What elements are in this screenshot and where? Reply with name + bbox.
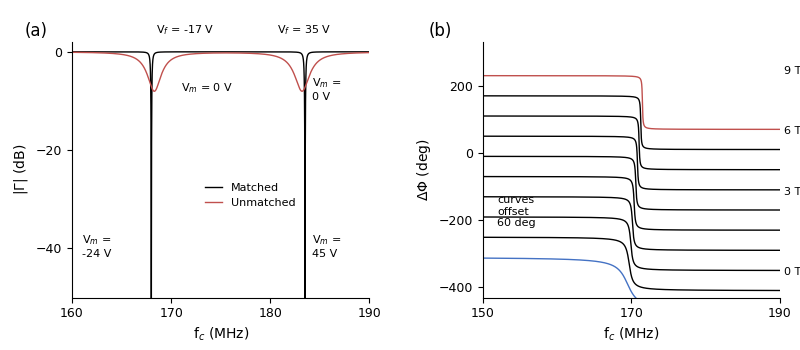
Text: V$_f$ = -17 V: V$_f$ = -17 V <box>156 23 214 37</box>
Matched <box>248 50 258 54</box>
X-axis label: f$_c$ (MHz): f$_c$ (MHz) <box>603 326 659 343</box>
Matched <box>111 50 121 54</box>
Matched <box>67 50 77 54</box>
Text: V$_m$ = 0 V: V$_m$ = 0 V <box>181 81 234 95</box>
Unmatched <box>224 51 234 55</box>
Matched <box>365 50 374 54</box>
Matched <box>219 50 229 54</box>
Line: Matched: Matched <box>72 52 370 344</box>
Matched <box>83 50 93 54</box>
Text: (b): (b) <box>429 22 452 40</box>
Unmatched <box>111 52 121 56</box>
Unmatched <box>365 50 374 55</box>
Unmatched <box>248 51 258 56</box>
Text: curves
offset
60 deg: curves offset 60 deg <box>498 195 536 228</box>
Matched <box>224 50 234 54</box>
Text: 0 T: 0 T <box>784 267 800 277</box>
Unmatched <box>150 89 159 93</box>
Legend: Matched, Unmatched: Matched, Unmatched <box>201 178 300 212</box>
Text: 3 T: 3 T <box>784 187 800 197</box>
Text: (a): (a) <box>25 22 47 40</box>
Text: V$_f$ = 35 V: V$_f$ = 35 V <box>277 23 331 37</box>
Text: 9 T: 9 T <box>784 65 800 76</box>
Text: 6 T: 6 T <box>784 126 800 136</box>
Matched <box>300 342 310 346</box>
Text: V$_m$ =
0 V: V$_m$ = 0 V <box>312 76 342 102</box>
Text: V$_m$ =
45 V: V$_m$ = 45 V <box>312 233 342 259</box>
Line: Unmatched: Unmatched <box>72 52 370 91</box>
Unmatched <box>83 50 93 55</box>
Unmatched <box>219 51 229 55</box>
Y-axis label: $\Delta\Phi$ (deg): $\Delta\Phi$ (deg) <box>415 139 433 201</box>
Matched <box>144 53 154 57</box>
Y-axis label: |$\Gamma$| (dB): |$\Gamma$| (dB) <box>12 144 30 195</box>
Text: V$_m$ =
-24 V: V$_m$ = -24 V <box>82 233 111 259</box>
X-axis label: f$_c$ (MHz): f$_c$ (MHz) <box>193 326 249 343</box>
Unmatched <box>144 77 154 82</box>
Unmatched <box>67 50 77 54</box>
